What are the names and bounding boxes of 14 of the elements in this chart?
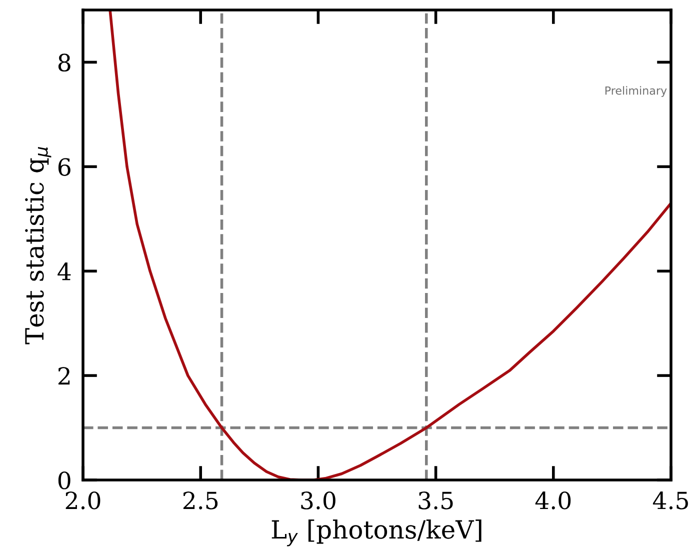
y-tick-label: 2 [58,367,70,385]
x-axis-title: L$_{y}$ [photons/keV] [272,520,482,546]
y-tick-label: 6 [58,158,70,176]
x-tick-label: 4.0 [535,492,571,510]
y-axis-title: Test statistic q$_{μ}$ [25,146,52,344]
x-tick-label: 2.0 [66,492,100,510]
x-tick-label: 3.0 [301,492,336,510]
annotation: Preliminary [605,86,667,97]
y-tick-label: 8 [58,54,70,72]
y-tick-label: 0 [58,471,70,490]
y-tick-label: 4 [58,262,71,280]
x-tick-label: 4.5 [652,492,688,510]
x-tick-label: 2.5 [183,492,218,510]
x-tick-label: 3.5 [418,492,453,510]
